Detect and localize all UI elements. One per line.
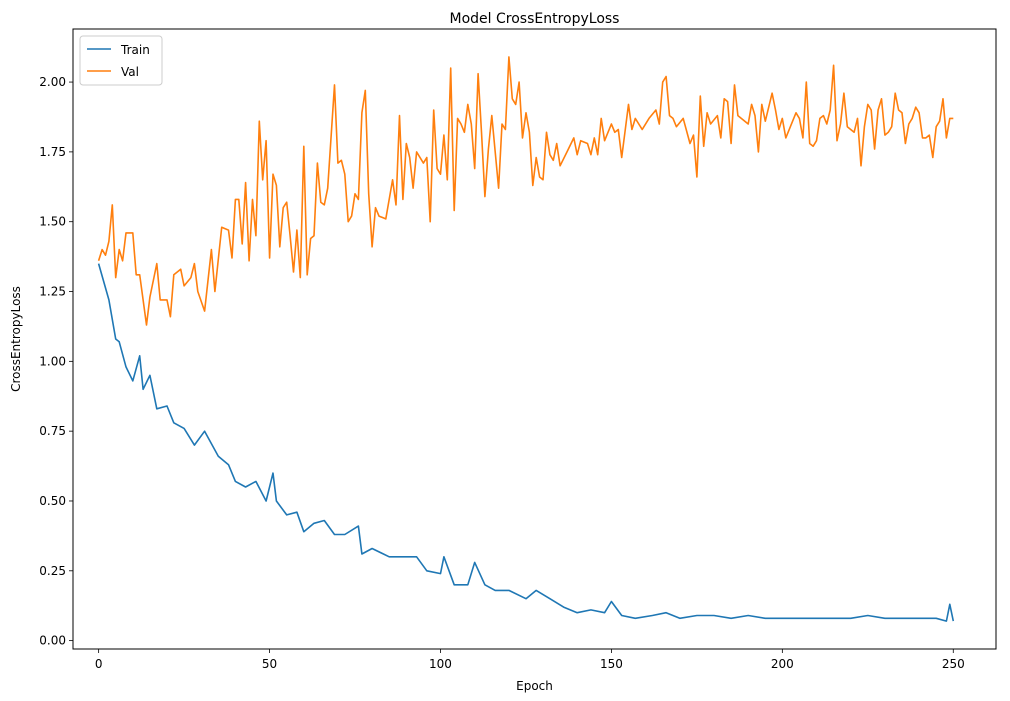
x-tick-label: 0 — [95, 657, 103, 671]
x-tick-label: 250 — [942, 657, 965, 671]
legend-label-train: Train — [120, 43, 150, 57]
legend: Train Val — [79, 35, 163, 86]
y-axis: 0.00 0.25 0.50 0.75 1.00 1.25 1.50 1.75 2.00 — [39, 75, 73, 648]
x-tick-label: 50 — [262, 657, 277, 671]
x-tick-label: 100 — [429, 657, 452, 671]
series-line-val — [97, 56, 954, 326]
x-tick-label: 200 — [771, 657, 794, 671]
legend-label-val: Val — [121, 65, 139, 79]
y-tick-label: 1.25 — [39, 285, 66, 299]
series-layer — [97, 56, 955, 622]
y-tick-label: 0.00 — [39, 634, 66, 648]
y-tick-label: 0.75 — [39, 424, 66, 438]
y-tick-label: 1.50 — [39, 215, 66, 229]
plot-area-background — [73, 29, 996, 649]
y-tick-label: 0.50 — [39, 494, 66, 508]
series-line-train — [97, 263, 955, 622]
plot-area — [73, 29, 996, 649]
chart-title: Model CrossEntropyLoss — [450, 11, 620, 27]
y-tick-label: 2.00 — [39, 75, 66, 89]
x-axis: 0 50 100 150 200 250 — [95, 649, 965, 671]
y-axis-label: CrossEntropyLoss — [9, 286, 23, 392]
x-axis-label: Epoch — [516, 679, 553, 693]
y-tick-label: 1.00 — [39, 354, 66, 368]
y-tick-label: 1.75 — [39, 145, 66, 159]
plot-frame — [72, 28, 997, 650]
y-tick-label: 0.25 — [39, 564, 66, 578]
x-tick-label: 150 — [600, 657, 623, 671]
